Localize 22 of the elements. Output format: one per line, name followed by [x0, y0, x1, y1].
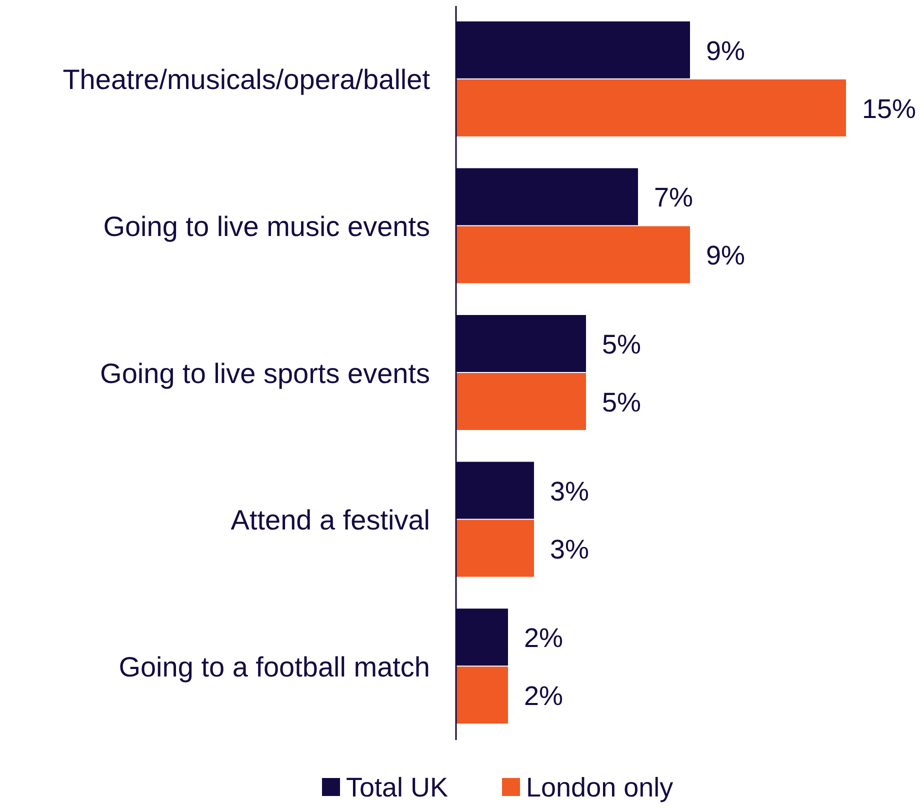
- data-label: 9%: [706, 240, 746, 271]
- y-tick-label: Theatre/musicals/opera/ballet: [62, 64, 430, 96]
- y-tick-label: Going to a football match: [118, 651, 430, 682]
- y-tick-label: Going to live music events: [103, 211, 430, 242]
- data-label: 2%: [524, 681, 564, 712]
- bar: [456, 79, 846, 136]
- legend-label: London only: [526, 772, 674, 802]
- bar: [456, 373, 586, 430]
- bar: [456, 226, 690, 284]
- data-label: 3%: [550, 534, 590, 564]
- data-label: 5%: [602, 387, 642, 418]
- data-label: 15%: [862, 94, 916, 124]
- legend-label: Total UK: [346, 772, 448, 802]
- data-label: 2%: [524, 623, 564, 654]
- data-label: 9%: [706, 36, 746, 66]
- data-label: 7%: [654, 182, 694, 213]
- bar: [456, 666, 508, 724]
- bar: [456, 520, 534, 577]
- data-label: 5%: [602, 329, 642, 360]
- data-label: 3%: [550, 476, 590, 506]
- y-tick-label: Going to live sports events: [100, 358, 430, 389]
- y-tick-label: Attend a festival: [230, 504, 430, 536]
